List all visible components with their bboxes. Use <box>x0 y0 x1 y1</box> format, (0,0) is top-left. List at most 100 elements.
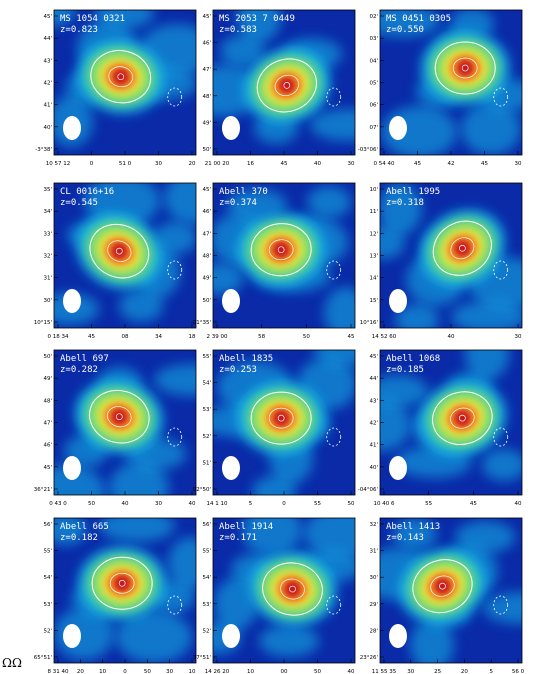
x-tick-label: 0 <box>90 161 94 167</box>
x-tick-label: 2 39 00 <box>207 334 228 340</box>
contour-outer <box>89 223 150 279</box>
contour-peak <box>277 414 285 422</box>
contour-negative <box>326 427 342 447</box>
y-tick-label: 45' <box>43 14 52 20</box>
redshift-label: z=0.182 <box>60 533 98 543</box>
contour-outer <box>250 391 312 445</box>
contour-inner <box>107 406 132 428</box>
y-tick-label: 02°50' <box>193 487 211 493</box>
emission-layer <box>111 243 128 260</box>
y-tick-label: 45' <box>202 14 211 20</box>
contour-negative <box>493 260 509 280</box>
x-tick-label: 14 26 20 <box>205 669 230 674</box>
y-tick-label: 30' <box>369 575 378 581</box>
emission-layer <box>454 410 471 427</box>
y-tick-label: 48' <box>202 94 211 100</box>
y-tick-label: 41' <box>369 443 378 449</box>
y-tick-label: 40' <box>369 465 378 471</box>
contour-negative <box>326 87 342 107</box>
beam-ellipse <box>63 456 81 480</box>
x-tick-label: 40 <box>515 501 522 507</box>
x-tick-label: 21 00 20 <box>205 161 230 167</box>
cluster-name: Abell 370 <box>219 187 268 197</box>
x-tick-label: 14 1 10 <box>207 501 228 507</box>
beam-ellipse <box>389 289 407 313</box>
beam-ellipse <box>389 116 407 140</box>
contour-negative <box>493 595 509 615</box>
beam-ellipse <box>222 624 240 648</box>
x-tick-label: 45 <box>470 501 477 507</box>
contour-inner <box>107 240 132 262</box>
emission-layer <box>111 408 128 425</box>
y-tick-label: 42' <box>43 81 52 87</box>
panel-4: CL 0016+16z=0.545 0 18 34 45 08 34 18 35' 34' 33… <box>34 182 197 340</box>
y-tick-label: 13' <box>369 254 378 260</box>
y-tick-label: 50' <box>202 298 211 304</box>
x-tick-label: 51 0 <box>119 161 132 167</box>
x-tick-label: 10 <box>99 669 106 674</box>
y-tick-label: 43' <box>43 58 52 64</box>
y-tick-label: 15' <box>369 298 378 304</box>
contour-inner <box>280 578 305 600</box>
contour-inner <box>450 237 475 260</box>
emission-layer <box>278 77 295 94</box>
beam-ellipse <box>63 289 81 313</box>
y-tick-label: 50' <box>202 147 211 153</box>
y-tick-label: 50' <box>43 354 52 360</box>
redshift-label: z=0.253 <box>219 365 257 375</box>
y-tick-label: 48' <box>202 254 211 260</box>
cluster-name: MS 1054 0321 <box>60 14 125 24</box>
redshift-label: z=0.374 <box>219 198 257 208</box>
y-tick-label: 31' <box>43 276 52 282</box>
y-tick-label: 05' <box>369 81 378 87</box>
contour-inner <box>274 74 299 97</box>
y-tick-label: 45' <box>369 354 378 360</box>
cluster-name: MS 2053 7 0449 <box>219 14 295 24</box>
cluster-name: CL 0016+16 <box>60 187 114 197</box>
x-tick-label: 20 <box>461 669 468 674</box>
x-tick-label: 10 40 6 <box>374 501 395 507</box>
y-tick-label: 45' <box>202 187 211 193</box>
cluster-name: Abell 697 <box>60 354 109 364</box>
contour-peak <box>459 414 466 422</box>
y-tick-label: 55' <box>202 549 211 555</box>
x-tick-label: 45 <box>348 334 355 340</box>
footer-glyphs: ΩΩ <box>2 656 22 670</box>
x-tick-label: 50 <box>88 501 95 507</box>
redshift-label: z=0.171 <box>219 533 257 543</box>
y-tick-label: 52' <box>202 628 211 634</box>
contour-peak <box>283 82 291 89</box>
contour-peak <box>461 64 469 72</box>
y-tick-label: 44' <box>369 376 378 382</box>
y-tick-label: 55' <box>202 354 211 360</box>
contour-peak <box>118 579 126 587</box>
x-tick-label: 45 <box>414 161 421 167</box>
y-tick-label: 10°15' <box>34 320 52 326</box>
y-tick-label: 02' <box>369 14 378 20</box>
y-tick-label: 56' <box>43 522 52 528</box>
y-tick-label: 46' <box>202 209 211 215</box>
y-tick-label: 56' <box>202 522 211 528</box>
y-tick-label: 11' <box>369 209 378 215</box>
x-tick-label: 30 <box>155 501 162 507</box>
contour-peak <box>289 585 296 593</box>
x-tick-label: 34 <box>155 334 162 340</box>
y-tick-label: -04°06' <box>358 487 378 493</box>
x-tick-label: 16 <box>247 161 254 167</box>
cluster-name: Abell 1835 <box>219 354 273 364</box>
cluster-name: Abell 1413 <box>386 522 440 532</box>
redshift-label: z=0.823 <box>60 25 98 35</box>
contour-negative <box>493 427 509 447</box>
y-tick-label: 49' <box>202 120 211 126</box>
x-tick-label: 50 <box>144 669 151 674</box>
contour-peak <box>117 73 125 81</box>
x-tick-label: 5 <box>249 501 253 507</box>
y-tick-label: 14' <box>369 276 378 282</box>
y-tick-label: 43' <box>369 398 378 404</box>
contour-peak <box>115 247 123 255</box>
x-tick-label: 50 <box>314 669 321 674</box>
x-tick-label: 14 52 60 <box>372 334 397 340</box>
y-tick-label: 07' <box>369 125 378 131</box>
